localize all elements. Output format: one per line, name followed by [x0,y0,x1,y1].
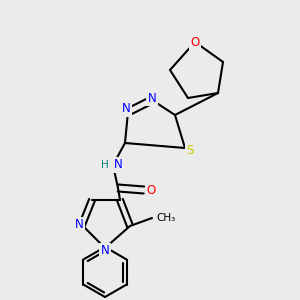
Text: O: O [190,35,200,49]
Text: N: N [122,103,130,116]
Text: O: O [146,184,156,196]
Text: N: N [100,244,109,257]
Text: CH₃: CH₃ [156,213,175,223]
Text: N: N [75,218,83,232]
Text: H: H [101,160,109,170]
Text: N: N [114,158,122,172]
Text: S: S [186,143,194,157]
Text: N: N [148,92,156,104]
